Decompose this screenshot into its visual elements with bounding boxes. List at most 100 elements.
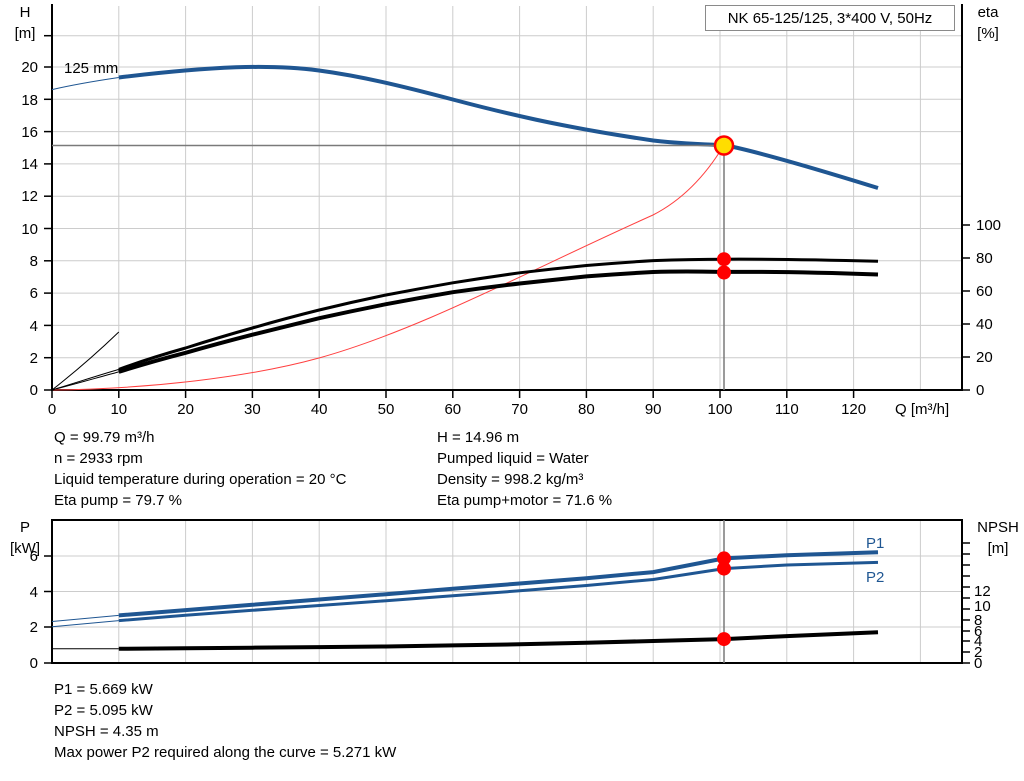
duty-point-marker[interactable] xyxy=(713,135,735,156)
tick-label: 110 xyxy=(775,401,799,418)
tick-label: 20 xyxy=(976,349,993,366)
tick-label: 80 xyxy=(578,401,595,418)
main-left-axis-name: H xyxy=(20,4,31,21)
eta-pump-duty-marker xyxy=(717,252,731,267)
tick-label: 100 xyxy=(707,401,732,418)
tick-label: 2 xyxy=(30,350,38,367)
tick-label: 60 xyxy=(444,401,461,418)
power-left-axis-unit: [kW] xyxy=(10,540,40,557)
tick-label: 6 xyxy=(974,623,982,640)
main-right-axis-unit: [%] xyxy=(977,25,999,42)
main-left-tick-labels: 0 2 4 6 8 10 12 14 16 18 20 xyxy=(21,59,38,399)
tick-label: 20 xyxy=(177,401,194,418)
tick-label: 10 xyxy=(110,401,127,418)
main-chart-axes xyxy=(51,4,963,391)
head-efficiency-chart: H [m] eta [%] 0 2 4 6 8 10 12 14 16 18 2… xyxy=(15,4,1001,418)
power-info-block: P1 = 5.669 kW P2 = 5.095 kW NPSH = 4.35 … xyxy=(54,679,396,763)
tick-label: 4 xyxy=(974,633,982,650)
info-line-h: H = 14.96 m xyxy=(437,429,520,446)
info-line-eta-pump: Eta pump = 79.7 % xyxy=(54,492,182,509)
tick-label: 12 xyxy=(974,583,991,600)
info-line-npsh: NPSH = 4.35 m xyxy=(54,723,159,740)
p1-duty-marker xyxy=(717,551,731,566)
power-left-tick-labels: 0 2 4 6 xyxy=(30,548,38,672)
tick-label: 10 xyxy=(974,598,991,615)
tick-label: 0 xyxy=(30,382,38,399)
tick-label: 100 xyxy=(976,217,1001,234)
tick-label: 70 xyxy=(511,401,528,418)
info-line-max-power: Max power P2 required along the curve = … xyxy=(54,744,397,761)
p1-curve xyxy=(118,550,879,618)
tick-label: 4 xyxy=(30,584,38,601)
main-chart-grid xyxy=(52,6,962,390)
power-left-axis-name: P xyxy=(20,519,30,536)
tick-label: 10 xyxy=(21,221,38,238)
tick-label: 40 xyxy=(976,316,993,333)
eta-pump-motor-duty-marker xyxy=(717,265,731,280)
chart-title-text: NK 65-125/125, 3*400 V, 50Hz xyxy=(727,9,933,27)
p2-curve xyxy=(118,560,879,623)
info-line-p1: P1 = 5.669 kW xyxy=(54,681,153,698)
tick-label: 50 xyxy=(378,401,395,418)
main-left-axis-ticks xyxy=(44,34,52,391)
head-curve xyxy=(118,64,879,190)
tick-label: 16 xyxy=(21,124,38,141)
info-line-q: Q = 99.79 m³/h xyxy=(54,429,155,446)
tick-label: 0 xyxy=(48,401,56,418)
main-right-axis-name: eta xyxy=(978,4,1000,21)
power-right-tick-labels: 0 2 4 6 8 10 12 xyxy=(974,583,991,672)
operating-point-info-right: H = 14.96 m Pumped liquid = Water Densit… xyxy=(437,427,612,511)
main-right-axis-ticks xyxy=(962,224,970,391)
p1-series-label: P1 xyxy=(866,535,884,552)
power-right-axis-name: NPSH xyxy=(977,519,1019,536)
power-right-axis-unit: [m] xyxy=(988,540,1009,557)
impeller-diameter-label: 125 mm xyxy=(64,60,118,77)
tick-label: 0 xyxy=(976,382,984,399)
head-curve-thin xyxy=(51,77,119,91)
info-line-eta-pump-motor: Eta pump+motor = 71.6 % xyxy=(437,492,613,509)
power-npsh-chart: P [kW] NPSH [m] 0 2 4 6 0 2 4 6 8 10 12 xyxy=(10,519,1019,672)
tick-label: 90 xyxy=(645,401,662,418)
tick-label: 8 xyxy=(30,253,38,270)
info-line-pumped-liquid: Pumped liquid = Water xyxy=(437,450,589,467)
tick-label: 6 xyxy=(30,285,38,302)
tick-label: 2 xyxy=(30,619,38,636)
p2-series-label: P2 xyxy=(866,569,884,586)
tick-label: 40 xyxy=(311,401,328,418)
p1-curve-leadin xyxy=(51,614,119,622)
tick-label: 0 xyxy=(30,655,38,672)
main-x-axis-ticks xyxy=(51,390,855,398)
tick-label: 60 xyxy=(976,283,993,300)
tick-label: 8 xyxy=(974,612,982,629)
chart-title-box: NK 65-125/125, 3*400 V, 50Hz xyxy=(705,5,955,31)
system-curve xyxy=(51,144,725,391)
tick-label: 80 xyxy=(976,250,993,267)
main-x-tick-labels: 0 10 20 30 40 50 60 70 80 90 100 110 120… xyxy=(48,401,949,418)
info-line-liquid-temperature: Liquid temperature during operation = 20… xyxy=(54,471,347,488)
info-line-p2: P2 = 5.095 kW xyxy=(54,702,153,719)
tick-label: 120 xyxy=(841,401,866,418)
tick-label: 30 xyxy=(244,401,261,418)
power-left-axis-ticks xyxy=(44,555,52,664)
p2-curve-leadin xyxy=(51,620,119,628)
main-left-axis-unit: [m] xyxy=(15,25,36,42)
eta-pump-curve-main xyxy=(118,257,879,371)
tick-label: 20 xyxy=(21,59,38,76)
tick-label: 18 xyxy=(21,92,38,109)
operating-point-info-left: Q = 99.79 m³/h n = 2933 rpm Liquid tempe… xyxy=(54,427,346,511)
info-line-n: n = 2933 rpm xyxy=(54,450,143,467)
tick-label: 4 xyxy=(30,318,38,335)
tick-label: 12 xyxy=(21,188,38,205)
power-right-axis-ticks xyxy=(962,542,970,664)
tick-label: 2 xyxy=(974,644,982,661)
p2-duty-marker xyxy=(717,561,731,576)
tick-label: 0 xyxy=(974,655,982,672)
info-line-density: Density = 998.2 kg/m³ xyxy=(437,471,584,488)
main-x-axis-label: Q [m³/h] xyxy=(895,401,949,418)
npsh-duty-marker xyxy=(717,632,731,647)
tick-label: 6 xyxy=(30,548,38,565)
tick-label: 14 xyxy=(21,156,38,173)
eta-pump-motor-curve-leadin xyxy=(51,371,119,391)
main-right-tick-labels: 0 20 40 60 80 100 xyxy=(976,217,1001,399)
